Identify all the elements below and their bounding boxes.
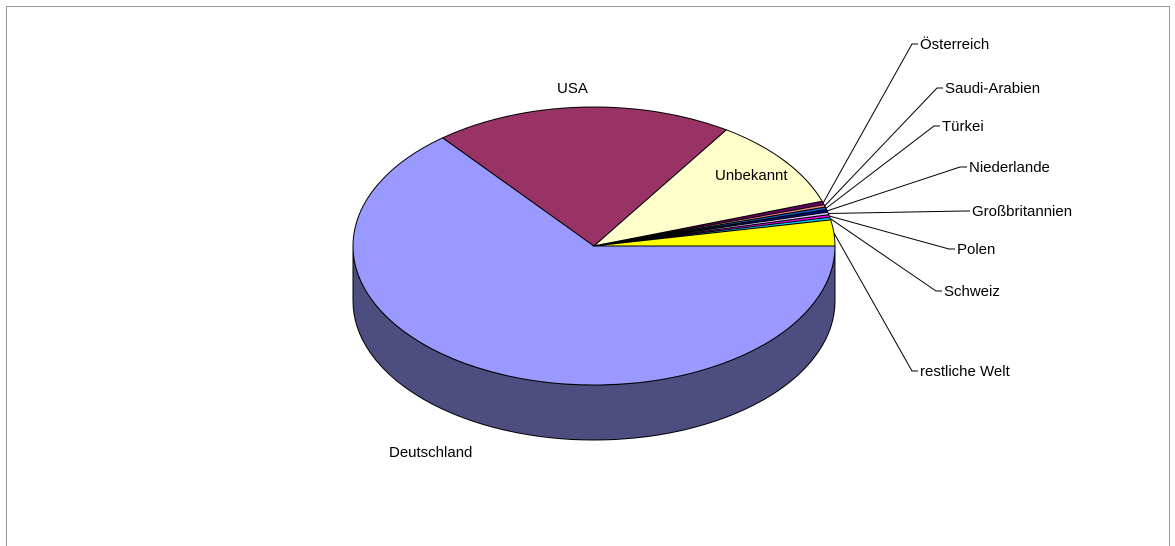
label-usa: USA bbox=[557, 80, 588, 97]
leader-line-turkei bbox=[825, 125, 940, 209]
label-deutschland: Deutschland bbox=[389, 444, 472, 461]
label-niederlande: Niederlande bbox=[969, 159, 1050, 176]
label-osterreich: Österreich bbox=[920, 35, 989, 53]
pie-slices bbox=[352, 106, 836, 386]
label-restliche-welt: restliche Welt bbox=[920, 363, 1011, 380]
leader-line-saudi-arabien bbox=[824, 87, 943, 207]
label-turkei: Türkei bbox=[942, 118, 984, 135]
data-labels: Deutschland USA Unbekannt Österreich Saudi-A… bbox=[389, 35, 1072, 461]
leader-line-polen bbox=[829, 215, 955, 250]
label-saudi-arabien: Saudi-Arabien bbox=[945, 80, 1040, 97]
leader-line-schweiz bbox=[829, 218, 942, 292]
leader-line-grossbritannien bbox=[828, 210, 970, 214]
leader-line-niederlande bbox=[827, 166, 967, 212]
pie-slice-usa bbox=[441, 106, 728, 247]
label-unbekannt: Unbekannt bbox=[715, 167, 788, 184]
label-polen: Polen bbox=[957, 241, 995, 258]
leader-line-osterreich bbox=[822, 43, 918, 204]
leader-line-restliche-welt bbox=[833, 232, 918, 372]
pie-slice-unbekannt bbox=[592, 129, 823, 247]
label-schweiz: Schweiz bbox=[944, 283, 1000, 300]
label-grossbritannien: Großbritannien bbox=[972, 203, 1072, 220]
pie-slice-deutschland bbox=[352, 137, 836, 386]
